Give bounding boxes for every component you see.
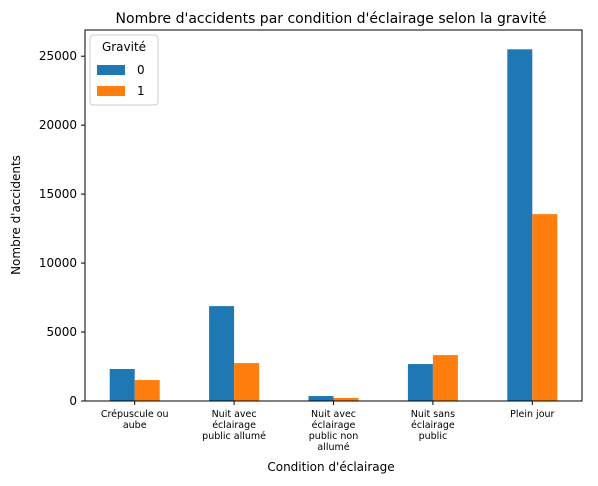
bar <box>333 397 359 401</box>
x-axis-label: Condition d'éclairage <box>267 460 394 474</box>
legend-swatch <box>97 65 125 75</box>
legend: Gravité 0 1 <box>89 34 159 106</box>
y-tick-label: 20000 <box>39 118 77 132</box>
x-tick-label: Nuit sans éclairage public <box>411 409 455 442</box>
x-tick-label: Nuit avec éclairage public allumé <box>202 409 266 442</box>
x-tick-label: Crépuscule ou aube <box>101 409 169 431</box>
y-tick-label: 25000 <box>39 49 77 63</box>
chart-title: Nombre d'accidents par condition d'éclai… <box>116 11 547 27</box>
bar <box>432 355 458 401</box>
y-tick-label: 15000 <box>39 187 77 201</box>
bar <box>532 214 558 401</box>
legend-label: 0 <box>137 63 145 77</box>
x-tick-label: Nuit avec éclairage public non allumé <box>309 409 358 453</box>
bar <box>209 306 235 401</box>
bar <box>234 363 260 401</box>
legend-swatch <box>97 86 125 96</box>
bar <box>308 396 334 401</box>
y-tick-label: 5000 <box>46 325 77 339</box>
plot-frame <box>84 29 583 402</box>
legend-title: Gravité <box>102 40 146 54</box>
bar <box>407 364 433 401</box>
bar <box>507 49 533 401</box>
y-tick-label: 10000 <box>39 256 77 270</box>
bar <box>109 369 135 401</box>
bar <box>134 380 160 401</box>
legend-label: 1 <box>137 84 145 98</box>
y-tick-label: 0 <box>69 394 77 408</box>
x-tick-label: Plein jour <box>510 409 554 420</box>
y-axis-label: Nombre d'accidents <box>9 155 23 275</box>
